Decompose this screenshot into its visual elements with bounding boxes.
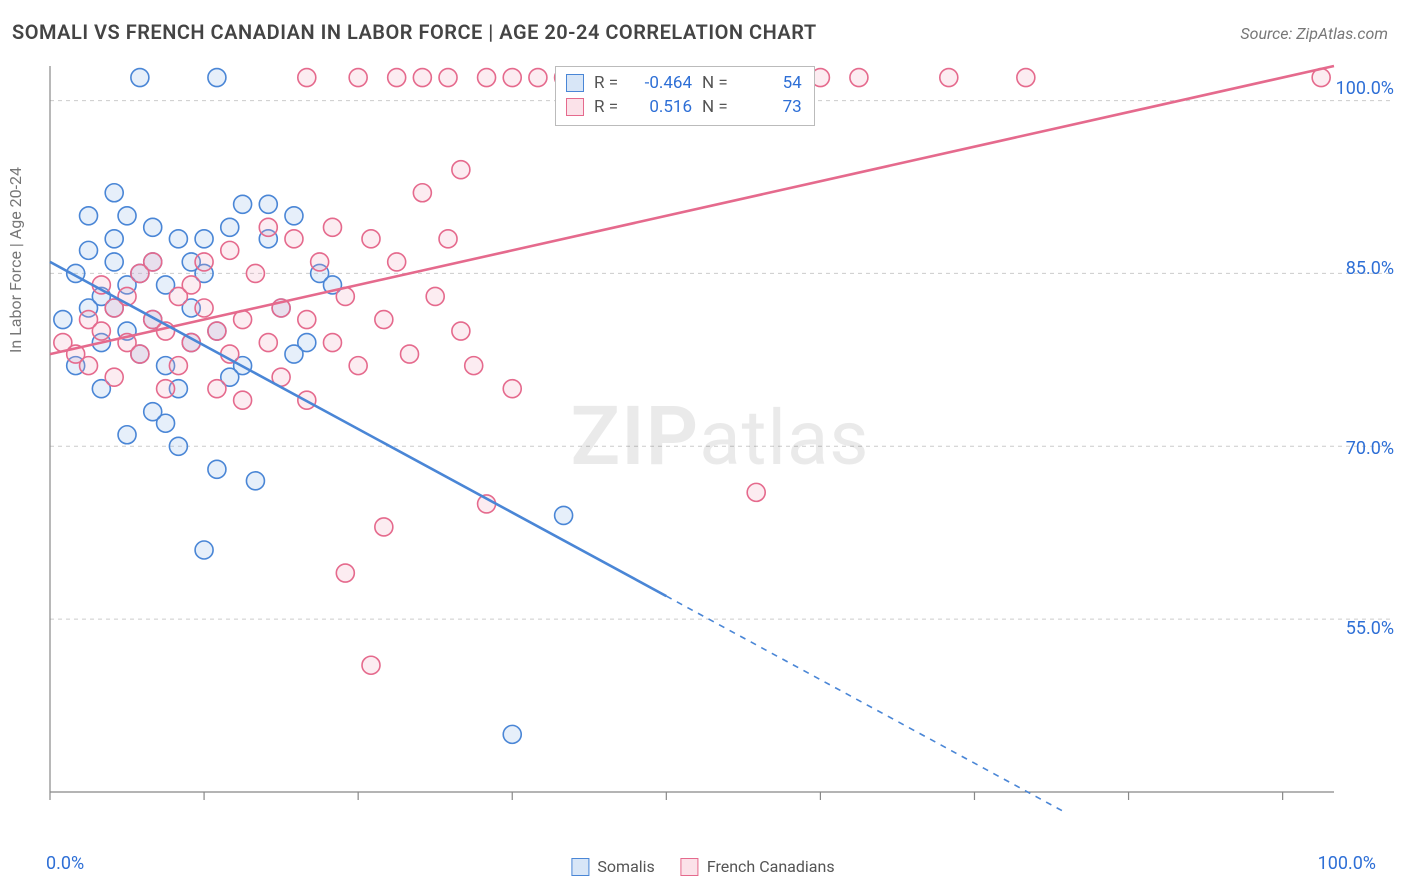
stats-row-french: R = 0.516 N = 73: [566, 95, 802, 119]
swatch-somalis: [566, 74, 584, 92]
ytick-70: 70.0%: [1346, 438, 1394, 459]
chart-container: SOMALI VS FRENCH CANADIAN IN LABOR FORCE…: [0, 0, 1406, 892]
stats-box: R = -0.464 N = 54 R = 0.516 N = 73: [555, 66, 815, 126]
legend: Somalis French Canadians: [571, 857, 834, 876]
source-label: Source: ZipAtlas.com: [1240, 24, 1388, 43]
legend-label-french: French Canadians: [707, 857, 835, 876]
xtick-last: 100.0%: [1318, 853, 1376, 874]
swatch-french: [566, 98, 584, 116]
stats-row-somalis: R = -0.464 N = 54: [566, 71, 802, 95]
legend-label-somalis: Somalis: [597, 857, 654, 876]
plot-svg: [46, 62, 1394, 812]
swatch-french-legend: [681, 858, 699, 876]
plot-area: ZIPatlas: [46, 62, 1394, 812]
legend-item-french: French Canadians: [681, 857, 835, 876]
xtick-first: 0.0%: [46, 853, 84, 874]
ytick-55: 55.0%: [1346, 618, 1394, 639]
legend-item-somalis: Somalis: [571, 857, 654, 876]
chart-title: SOMALI VS FRENCH CANADIAN IN LABOR FORCE…: [12, 20, 817, 44]
y-axis-label: In Labor Force | Age 20-24: [6, 167, 25, 353]
ytick-85: 85.0%: [1346, 258, 1394, 279]
swatch-somalis-legend: [571, 858, 589, 876]
ytick-100: 100.0%: [1336, 78, 1394, 99]
